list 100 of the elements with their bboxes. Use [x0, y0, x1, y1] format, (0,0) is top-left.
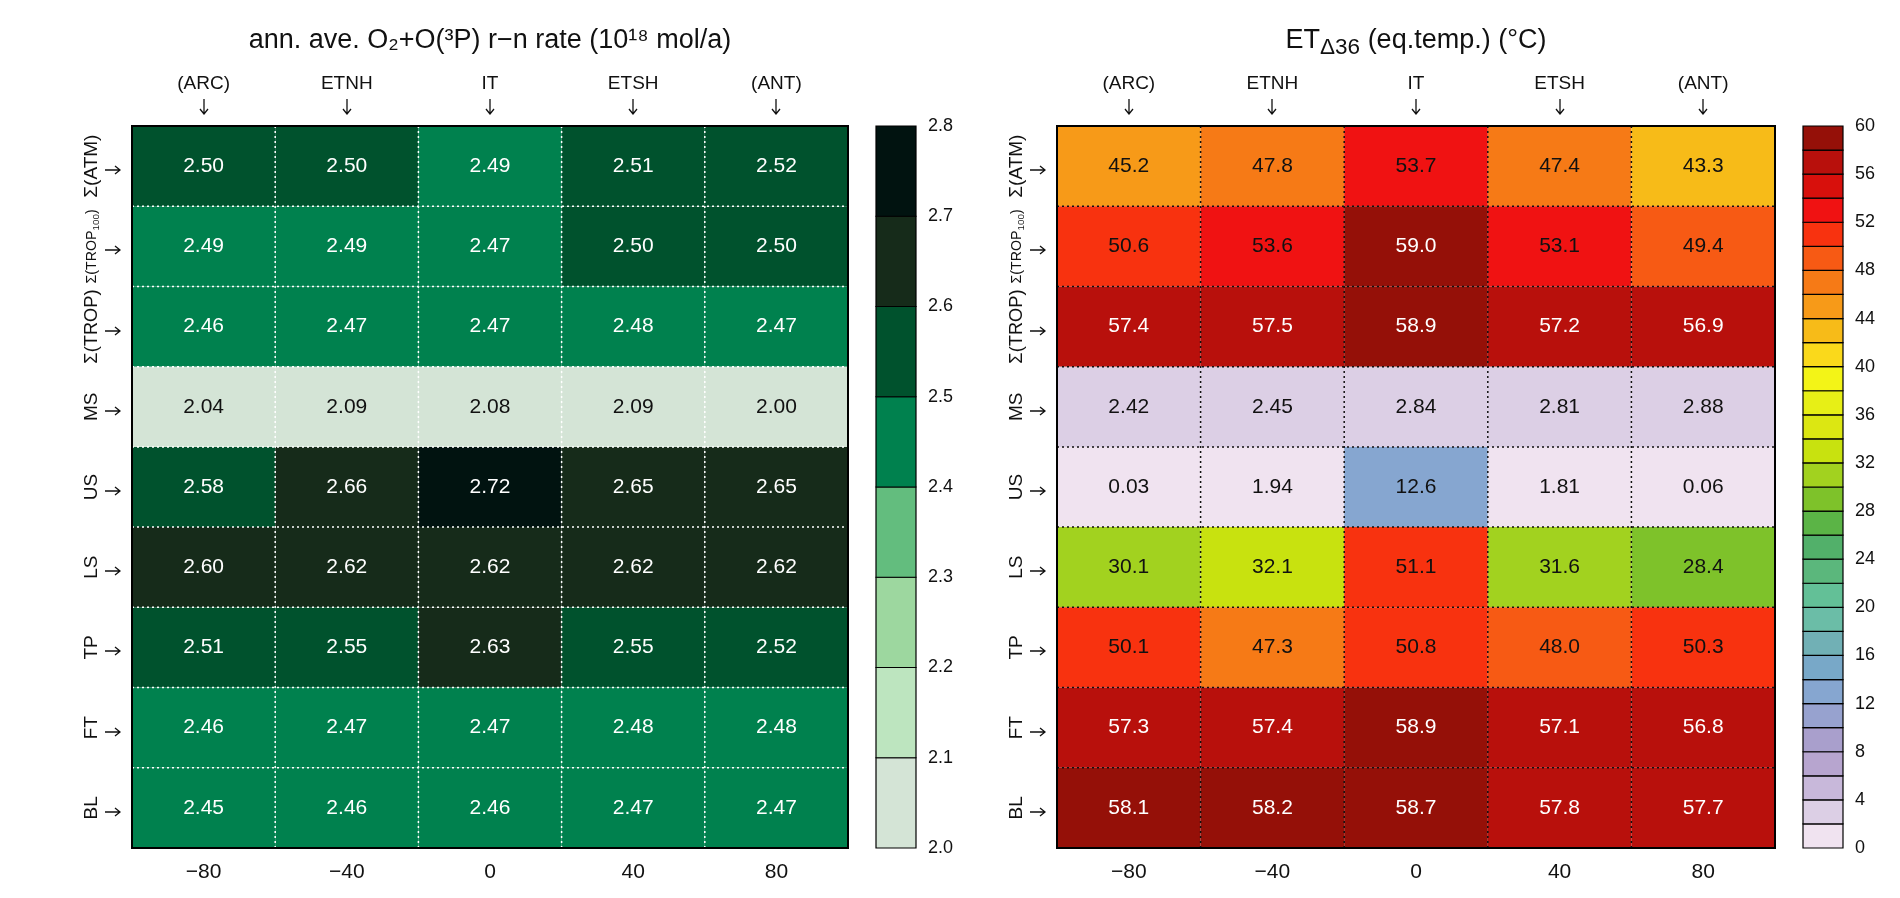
color-bar-label: 4: [1855, 788, 1866, 809]
data-label: 12.6: [1395, 473, 1437, 497]
data-label: 2.46: [183, 313, 225, 337]
data-label: 47.8: [1251, 152, 1293, 176]
color-bar-label: 2.0: [928, 836, 954, 857]
data-label: 2.72: [469, 473, 511, 497]
color-bar-label: 24: [1855, 548, 1876, 569]
data-label: 0.03: [1108, 473, 1150, 497]
data-label: 57.4: [1108, 313, 1150, 337]
text: 40: [1547, 858, 1572, 882]
data-label: 49.4: [1682, 233, 1724, 257]
data-label: 50.1: [1108, 634, 1150, 658]
y-tick-label: MS: [80, 392, 102, 422]
data-label: 2.49: [326, 233, 368, 257]
data-label: 2.48: [755, 714, 797, 738]
text: 0: [484, 858, 496, 882]
y-tick-label: TP: [80, 635, 102, 660]
color-bar-label: 44: [1855, 307, 1876, 328]
y-tick-label: FT: [1005, 715, 1027, 740]
data-label: 2.47: [469, 233, 511, 257]
data-label: 47.3: [1251, 634, 1293, 658]
data-label: 57.8: [1539, 794, 1581, 818]
data-label: 57.1: [1539, 714, 1581, 738]
y-tick-label: FT: [80, 715, 102, 740]
data-label: 53.7: [1395, 152, 1437, 176]
data-label: 2.49: [183, 233, 225, 257]
data-label: 2.47: [755, 313, 797, 337]
y-tick-label: MS: [1005, 392, 1027, 422]
y-tick-label: Σ(ATM): [1005, 134, 1027, 198]
text: 40: [621, 858, 645, 882]
color-bar-label: 48: [1855, 259, 1876, 280]
data-label: 2.51: [183, 634, 225, 658]
data-label: 58.9: [1395, 714, 1437, 738]
data-label: 2.84: [1395, 393, 1437, 417]
data-label: 2.46: [469, 794, 511, 818]
color-bar-label: 2.1: [928, 746, 954, 767]
color-bar-label: 2.8: [928, 114, 954, 135]
data-label: 58.2: [1251, 794, 1293, 818]
data-label: 2.50: [612, 233, 654, 257]
data-label: 45.2: [1108, 152, 1150, 176]
data-label: 2.62: [326, 554, 368, 578]
data-label: 2.09: [612, 393, 654, 417]
y-tick-label: Σ(ATM): [80, 134, 102, 198]
color-bar-label: 2.6: [928, 295, 954, 316]
color-bar-label: 0: [1855, 836, 1866, 857]
data-label: 56.8: [1682, 714, 1724, 738]
data-label: 2.45: [183, 794, 225, 818]
data-label: 1.81: [1539, 473, 1581, 497]
data-label: 2.09: [326, 393, 368, 417]
data-label: 2.60: [183, 554, 225, 578]
data-label: 2.50: [326, 152, 368, 176]
text: 0: [1410, 858, 1422, 882]
data-label: 50.3: [1682, 634, 1724, 658]
data-label: 2.08: [469, 393, 511, 417]
data-label: 2.52: [755, 152, 797, 176]
data-label: 2.66: [326, 473, 368, 497]
data-label: 57.5: [1251, 313, 1293, 337]
color-bar-label: 36: [1855, 403, 1876, 424]
x-tick-label: (ANT): [751, 72, 802, 94]
data-label: 58.7: [1395, 794, 1437, 818]
y-tick-label: Σ(TROP): [80, 289, 102, 364]
color-bar-label: 2.2: [928, 656, 954, 677]
data-label: 2.46: [326, 794, 368, 818]
data-label: 2.50: [183, 152, 225, 176]
data-label: 57.4: [1251, 714, 1294, 738]
data-label: 2.58: [183, 473, 225, 497]
text: −80: [185, 858, 222, 882]
data-label: 0.06: [1682, 473, 1724, 497]
y-tick-label: US: [1005, 473, 1027, 501]
x-tick-label: (ARC): [1102, 72, 1156, 94]
x-tick-label: ETNH: [1246, 72, 1299, 94]
color-bar-label: 8: [1855, 740, 1866, 761]
data-label: 51.1: [1395, 554, 1437, 578]
data-label: 2.47: [326, 714, 368, 738]
color-bar-label: 2.5: [928, 385, 954, 406]
color-bar-label: 16: [1855, 644, 1876, 665]
data-label: 2.81: [1539, 393, 1581, 417]
data-label: 2.50: [755, 233, 797, 257]
data-label: 2.62: [755, 554, 797, 578]
data-label: 56.9: [1682, 313, 1724, 337]
x-tick-label: (ARC): [177, 72, 230, 94]
data-label: 2.47: [469, 313, 511, 337]
data-label: 57.3: [1108, 714, 1150, 738]
data-label: 2.62: [612, 554, 654, 578]
data-label: 47.4: [1539, 152, 1581, 176]
data-label: 2.47: [612, 794, 654, 818]
color-bar-label: 28: [1855, 500, 1876, 521]
x-tick-label: ETSH: [607, 72, 659, 94]
y-tick-label: LS: [80, 555, 102, 579]
data-label: 2.49: [469, 152, 511, 176]
data-label: 2.55: [326, 634, 368, 658]
data-label: 59.0: [1395, 233, 1437, 257]
data-label: 58.9: [1395, 313, 1437, 337]
data-label: 32.1: [1251, 554, 1293, 578]
data-label: 2.42: [1108, 393, 1150, 417]
data-label: 50.8: [1395, 634, 1437, 658]
data-label: 2.51: [612, 152, 654, 176]
data-label: 2.63: [469, 634, 511, 658]
x-tick-label: IT: [1407, 72, 1425, 94]
y-tick-label: BL: [1005, 796, 1027, 820]
